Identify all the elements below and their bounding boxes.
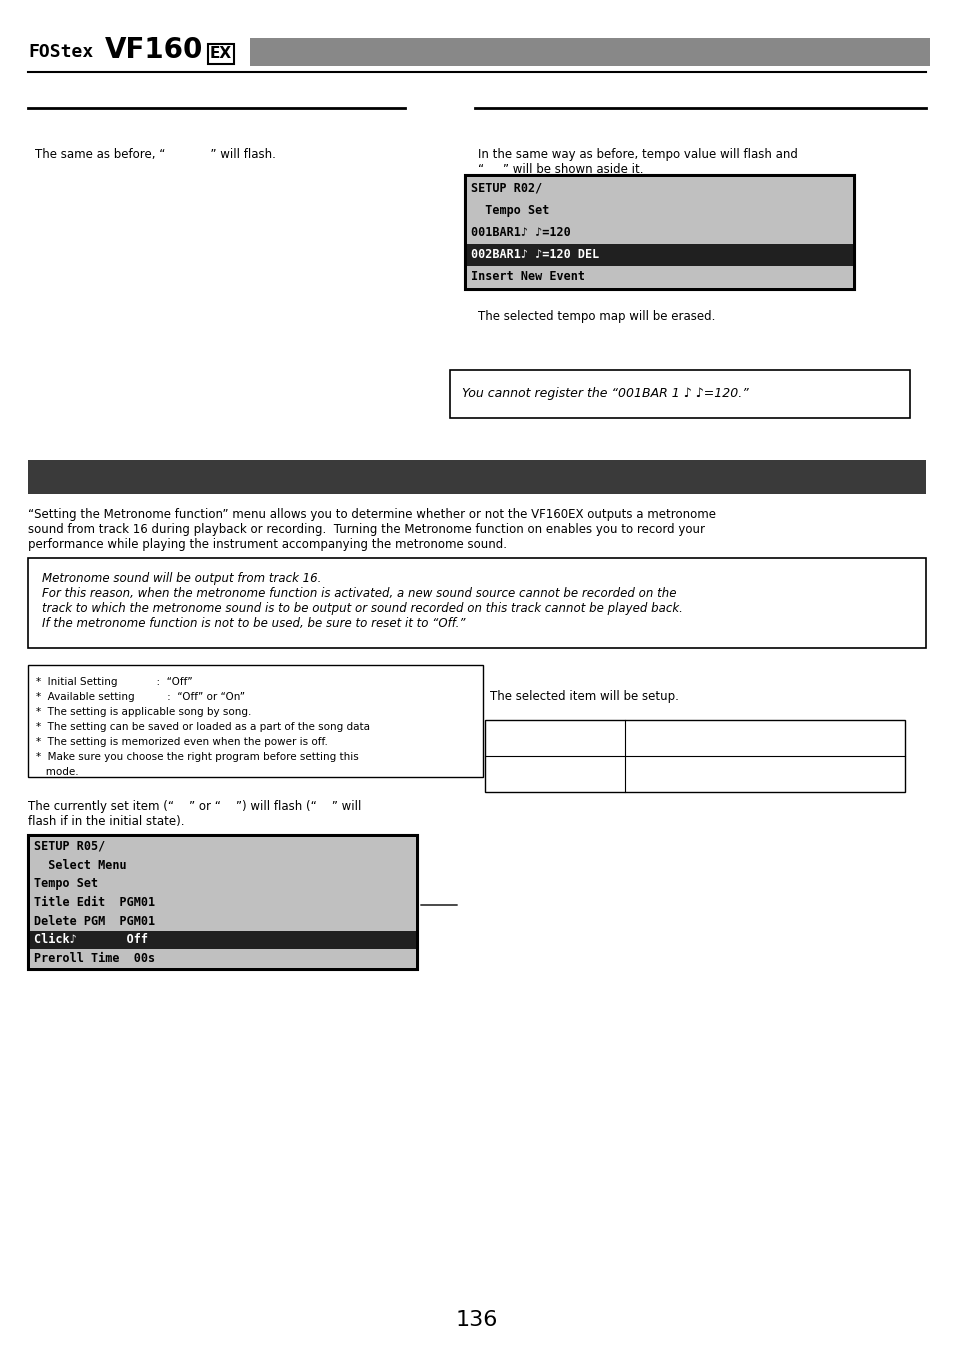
Text: SETUP R02/: SETUP R02/ <box>471 181 541 195</box>
Text: *  Available setting          :  “Off” or “On”: * Available setting : “Off” or “On” <box>36 692 245 703</box>
Text: mode.: mode. <box>36 767 78 777</box>
Bar <box>28 459 925 494</box>
Text: The selected tempo map will be erased.: The selected tempo map will be erased. <box>477 309 715 323</box>
Text: Tempo Set: Tempo Set <box>471 204 549 216</box>
Bar <box>30 838 416 969</box>
Text: *  The setting is memorized even when the power is off.: * The setting is memorized even when the… <box>36 738 328 747</box>
Text: 001BAR1♪ ♪=120: 001BAR1♪ ♪=120 <box>471 226 570 239</box>
Text: *  Make sure you choose the right program before setting this: * Make sure you choose the right program… <box>36 753 358 762</box>
Bar <box>28 665 482 777</box>
Text: If the metronome function is not to be used, be sure to reset it to “Off.”: If the metronome function is not to be u… <box>42 617 465 630</box>
Bar <box>464 176 854 290</box>
Text: Click♪       Off: Click♪ Off <box>34 934 148 947</box>
Bar <box>467 243 852 266</box>
Text: *  The setting is applicable song by song.: * The setting is applicable song by song… <box>36 707 251 717</box>
Text: Delete PGM  PGM01: Delete PGM PGM01 <box>34 915 155 928</box>
Text: Select Menu: Select Menu <box>34 859 127 871</box>
Text: SETUP R05/: SETUP R05/ <box>34 840 105 852</box>
Text: *  The setting can be saved or loaded as a part of the song data: * The setting can be saved or loaded as … <box>36 721 370 732</box>
Text: FOStex: FOStex <box>28 43 93 61</box>
Text: Preroll Time  00s: Preroll Time 00s <box>34 952 155 965</box>
Text: Insert New Event: Insert New Event <box>471 270 584 284</box>
Text: The currently set item (“    ” or “    ”) will flash (“    ” will: The currently set item (“ ” or “ ”) will… <box>28 800 361 813</box>
Text: The selected item will be setup.: The selected item will be setup. <box>490 690 679 703</box>
Text: *  Initial Setting            :  “Off”: * Initial Setting : “Off” <box>36 677 193 688</box>
Text: For this reason, when the metronome function is activated, a new sound source ca: For this reason, when the metronome func… <box>42 586 676 600</box>
Bar <box>30 931 416 950</box>
Text: sound from track 16 during playback or recording.  Turning the Metronome functio: sound from track 16 during playback or r… <box>28 523 704 536</box>
Text: Title Edit  PGM01: Title Edit PGM01 <box>34 896 155 909</box>
Text: flash if in the initial state).: flash if in the initial state). <box>28 815 184 828</box>
Bar <box>28 835 417 970</box>
Bar <box>28 558 925 648</box>
Text: performance while playing the instrument accompanying the metronome sound.: performance while playing the instrument… <box>28 538 506 551</box>
Text: The same as before, “            ” will flash.: The same as before, “ ” will flash. <box>35 149 275 161</box>
Text: In the same way as before, tempo value will flash and: In the same way as before, tempo value w… <box>477 149 797 161</box>
Text: VF160: VF160 <box>105 36 203 63</box>
Text: 136: 136 <box>456 1310 497 1329</box>
Text: EX: EX <box>210 46 232 62</box>
Bar <box>467 177 852 288</box>
Text: “     ” will be shown aside it.: “ ” will be shown aside it. <box>477 163 643 176</box>
Text: “Setting the Metronome function” menu allows you to determine whether or not the: “Setting the Metronome function” menu al… <box>28 508 716 521</box>
Bar <box>450 370 909 417</box>
Bar <box>250 38 929 66</box>
Bar <box>484 720 904 792</box>
Text: Metronome sound will be output from track 16.: Metronome sound will be output from trac… <box>42 571 321 585</box>
Text: 002BAR1♪ ♪=120 DEL: 002BAR1♪ ♪=120 DEL <box>471 249 598 261</box>
Text: track to which the metronome sound is to be output or sound recorded on this tra: track to which the metronome sound is to… <box>42 603 682 615</box>
Text: You cannot register the “001BAR 1 ♪ ♪=120.”: You cannot register the “001BAR 1 ♪ ♪=12… <box>461 386 748 400</box>
Text: Tempo Set: Tempo Set <box>34 877 98 890</box>
